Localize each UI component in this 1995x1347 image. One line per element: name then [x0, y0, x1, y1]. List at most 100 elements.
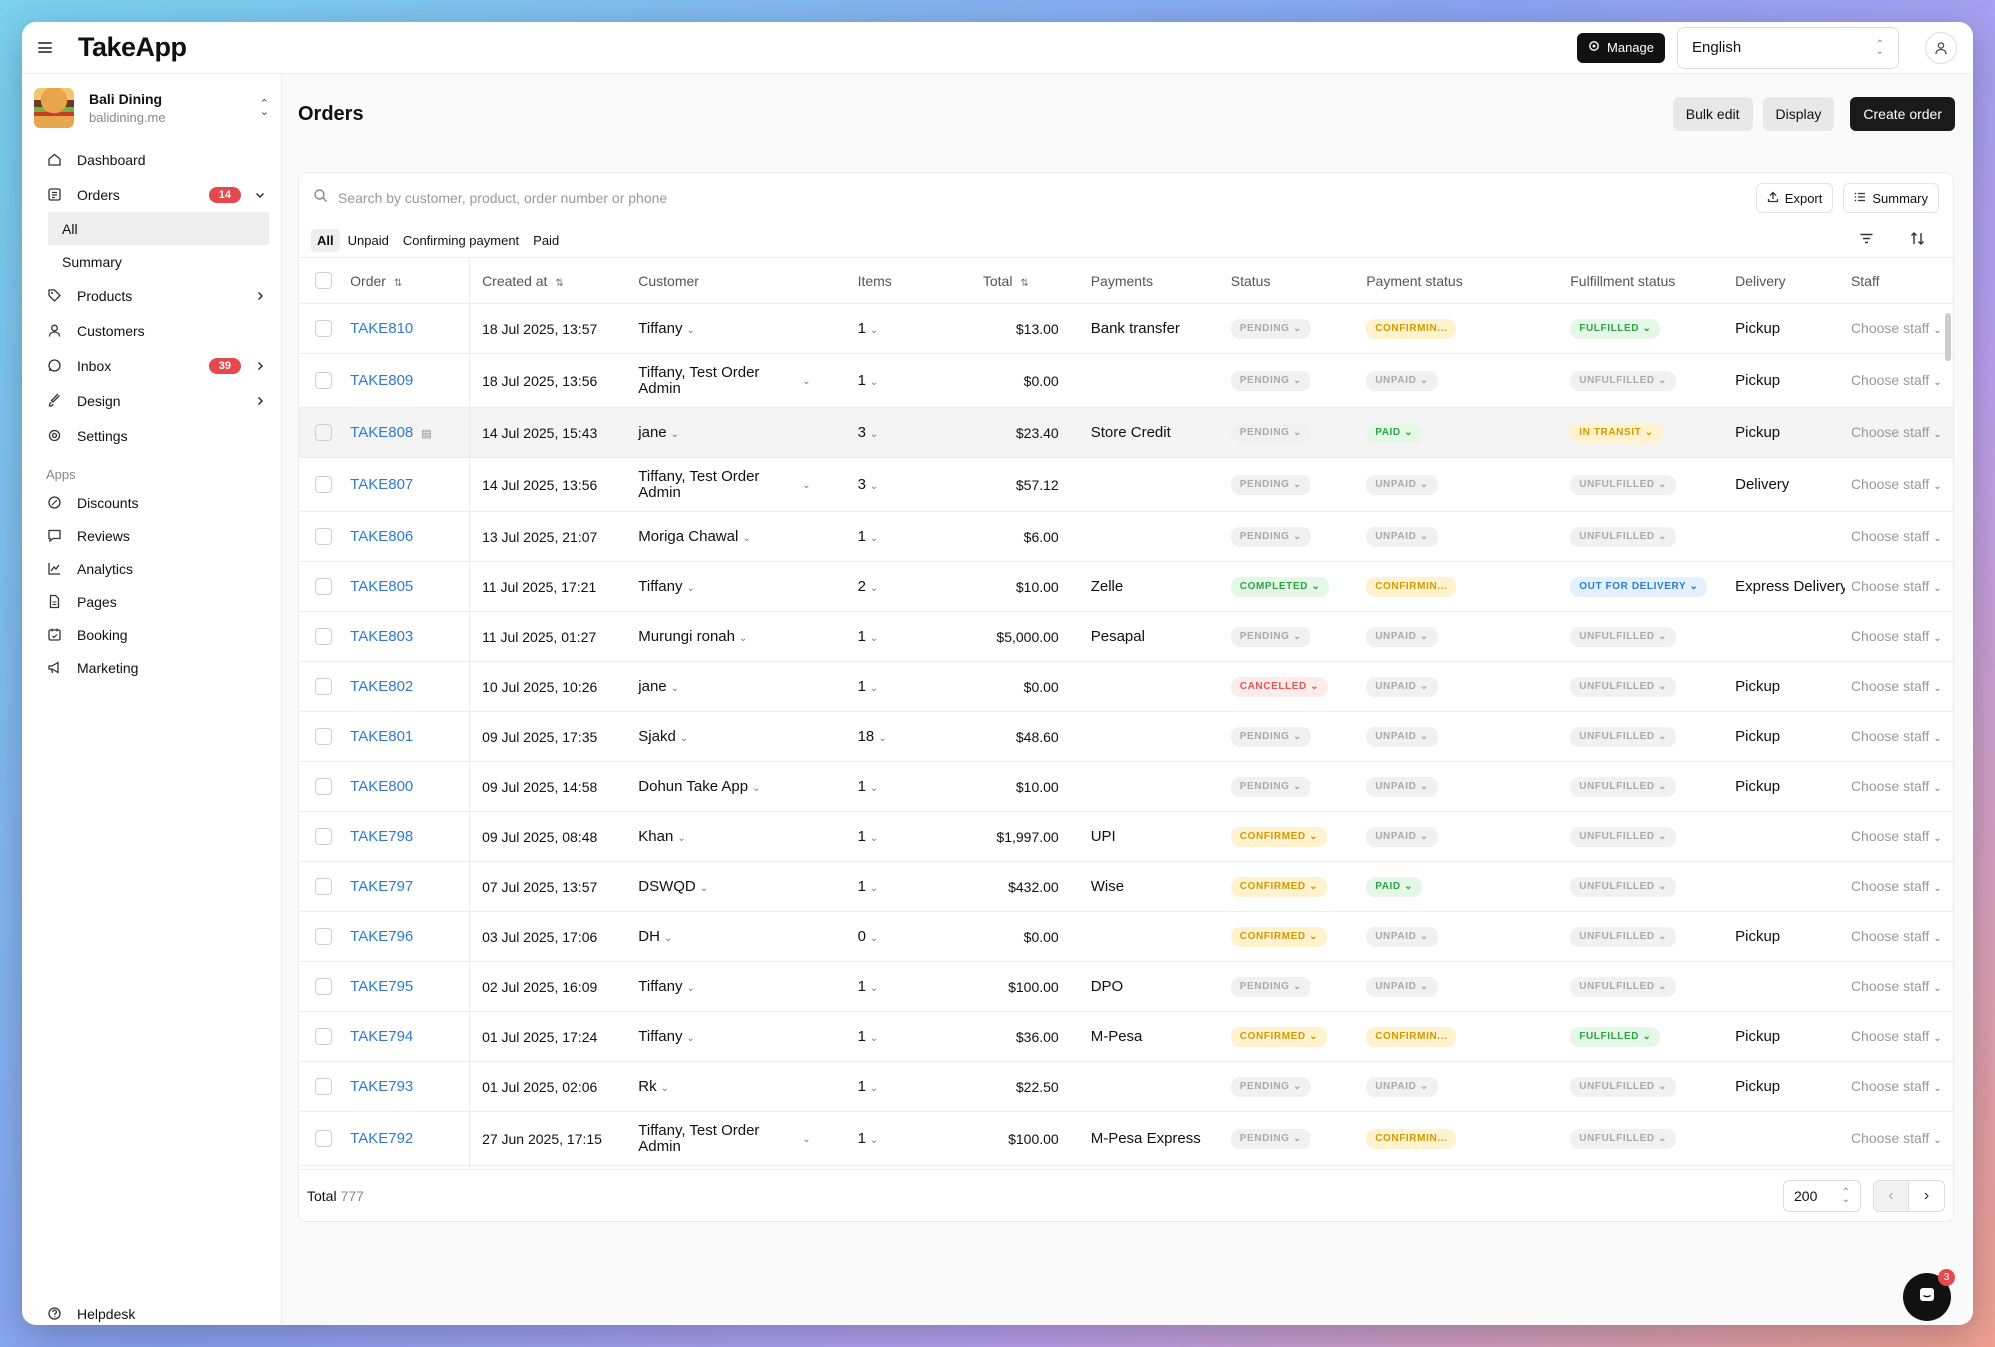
fulfillment-status-badge[interactable]: IN TRANSIT ⌄ [1570, 423, 1663, 443]
row-checkbox[interactable] [315, 424, 332, 442]
fulfillment-status-badge[interactable]: UNFULFILLED ⌄ [1570, 727, 1677, 747]
order-number-link[interactable]: TAKE803 [350, 628, 414, 645]
column-created-at[interactable]: Created at ⇅ [469, 257, 629, 304]
sort-icon[interactable] [1904, 227, 1931, 253]
table-row[interactable]: TAKE810 18 Jul 2025, 13:57 Tiffany ⌄ 1 ⌄ $13.0… [299, 303, 1953, 354]
table-row[interactable]: TAKE801 09 Jul 2025, 17:35 Sjakd ⌄ 18 ⌄ $48.60… [299, 711, 1953, 762]
status-badge[interactable]: PENDING ⌄ [1230, 475, 1311, 495]
customer-cell[interactable]: Murungi ronah ⌄ [628, 611, 850, 662]
display-button[interactable]: Display [1762, 97, 1835, 131]
row-checkbox[interactable] [315, 878, 332, 896]
row-checkbox[interactable] [315, 320, 332, 338]
row-checkbox[interactable] [315, 978, 332, 996]
fulfillment-status-badge[interactable]: UNFULFILLED ⌄ [1570, 877, 1677, 897]
items-cell[interactable]: 1 ⌄ [849, 511, 969, 562]
payment-status-badge[interactable]: UNPAID ⌄ [1366, 677, 1438, 697]
fulfillment-status-badge[interactable]: UNFULFILLED ⌄ [1570, 527, 1677, 547]
table-row[interactable]: TAKE802 10 Jul 2025, 10:26 jane ⌄ 1 ⌄ $0.00 CAN… [299, 661, 1953, 712]
row-checkbox[interactable] [315, 728, 332, 746]
filter-confirming-payment[interactable]: Confirming payment [402, 232, 520, 248]
table-row[interactable]: TAKE794 01 Jul 2025, 17:24 Tiffany ⌄ 1 ⌄ $36.0… [299, 1011, 1953, 1062]
row-checkbox[interactable] [315, 528, 332, 546]
staff-cell[interactable]: Choose staff⌄ [1844, 561, 1953, 612]
status-badge[interactable]: PENDING ⌄ [1230, 627, 1311, 647]
staff-cell[interactable]: Choose staff⌄ [1844, 511, 1953, 562]
user-avatar-icon[interactable] [1925, 31, 1957, 64]
customer-cell[interactable]: Tiffany, Test Order Admin ⌄ [628, 353, 850, 408]
nav-inbox[interactable]: Inbox 39 [34, 348, 269, 383]
table-row[interactable]: TAKE806 13 Jul 2025, 21:07 Moriga Chawal ⌄ 1… [299, 511, 1953, 562]
staff-cell[interactable]: Choose staff⌄ [1844, 407, 1953, 458]
staff-cell[interactable]: Choose staff⌄ [1844, 353, 1953, 408]
nav-customers[interactable]: Customers [34, 313, 269, 348]
customer-cell[interactable]: Rk ⌄ [628, 1061, 850, 1112]
staff-cell[interactable]: Choose staff⌄ [1844, 661, 1953, 712]
manage-button[interactable]: Manage [1577, 32, 1665, 63]
items-cell[interactable]: 1 ⌄ [849, 961, 969, 1012]
order-number-link[interactable]: TAKE798 [350, 828, 414, 845]
column-total[interactable]: Total ⇅ [968, 257, 1069, 304]
payment-status-badge[interactable]: PAID ⌄ [1366, 423, 1423, 443]
staff-cell[interactable]: Choose staff⌄ [1844, 1111, 1953, 1166]
customer-cell[interactable]: jane ⌄ [628, 661, 850, 712]
fulfillment-status-badge[interactable]: UNFULFILLED ⌄ [1570, 977, 1677, 997]
filter-paid[interactable]: Paid [533, 232, 560, 248]
order-number-link[interactable]: TAKE801 [350, 728, 414, 745]
app-logo[interactable]: TakeApp [78, 32, 187, 62]
items-cell[interactable]: 18 ⌄ [849, 711, 969, 762]
payment-status-badge[interactable]: UNPAID ⌄ [1366, 527, 1438, 547]
order-number-link[interactable]: TAKE793 [350, 1078, 414, 1095]
staff-cell[interactable]: Choose staff⌄ [1844, 611, 1953, 662]
status-badge[interactable]: CONFIRMED ⌄ [1230, 1027, 1328, 1047]
bulk-edit-button[interactable]: Bulk edit [1672, 97, 1753, 131]
status-badge[interactable]: PENDING ⌄ [1230, 1129, 1311, 1149]
customer-cell[interactable]: DH⌄ [628, 911, 850, 962]
customer-cell[interactable]: Tiffany, Test Order Admin ⌄ [628, 457, 850, 512]
order-number-link[interactable]: TAKE806 [350, 528, 414, 545]
create-order-button[interactable]: Create order [1850, 97, 1955, 131]
items-cell[interactable]: 1 ⌄ [849, 1011, 969, 1062]
items-cell[interactable]: 1 ⌄ [849, 861, 969, 912]
row-checkbox[interactable] [315, 678, 332, 696]
status-badge[interactable]: COMPLETED ⌄ [1230, 577, 1330, 597]
fulfillment-status-badge[interactable]: UNFULFILLED ⌄ [1570, 475, 1677, 495]
nav-reviews[interactable]: Reviews [34, 519, 269, 552]
staff-cell[interactable]: Choose staff⌄ [1844, 1011, 1953, 1062]
fulfillment-status-badge[interactable]: UNFULFILLED ⌄ [1570, 371, 1677, 391]
status-badge[interactable]: CANCELLED ⌄ [1230, 677, 1329, 697]
table-row[interactable]: TAKE796 03 Jul 2025, 17:06 DH ⌄ 0 ⌄ $0.00 CONFI… [299, 911, 1953, 962]
staff-cell[interactable]: Choose staff⌄ [1844, 711, 1953, 762]
column-order[interactable]: Order ⇅ [342, 257, 471, 304]
order-number-link[interactable]: TAKE794 [350, 1028, 414, 1045]
staff-cell[interactable]: Choose staff⌄ [1844, 457, 1953, 512]
table-row[interactable]: TAKE798 09 Jul 2025, 08:48 Khan ⌄ 1 ⌄ $1,997.0… [299, 811, 1953, 862]
chat-launcher-button[interactable]: 3 [1903, 1269, 1955, 1321]
fulfillment-status-badge[interactable]: UNFULFILLED ⌄ [1570, 1129, 1677, 1149]
status-badge[interactable]: PENDING ⌄ [1230, 423, 1311, 443]
row-checkbox[interactable] [315, 628, 332, 646]
order-number-link[interactable]: TAKE808 [350, 424, 414, 441]
row-checkbox[interactable] [315, 1078, 332, 1096]
fulfillment-status-badge[interactable]: UNFULFILLED ⌄ [1570, 927, 1677, 947]
nav-orders-summary[interactable]: Summary [62, 253, 122, 270]
order-number-link[interactable]: TAKE802 [350, 678, 414, 695]
items-cell[interactable]: 1 ⌄ [849, 303, 969, 354]
items-cell[interactable]: 1 ⌄ [849, 1111, 969, 1166]
status-badge[interactable]: CONFIRMED ⌄ [1230, 927, 1328, 947]
staff-cell[interactable]: Choose staff⌄ [1844, 861, 1953, 912]
nav-design[interactable]: Design [34, 383, 269, 418]
store-switcher[interactable]: Bali Dining balidining.me ⌃ ⌄ [22, 74, 281, 142]
order-number-link[interactable]: TAKE805 [350, 578, 414, 595]
customer-cell[interactable]: Tiffany ⌄ [628, 1011, 850, 1062]
nav-products[interactable]: Products [34, 278, 269, 313]
customer-cell[interactable]: Sjakd ⌄ [628, 711, 850, 762]
table-row[interactable]: TAKE792 27 Jun 2025, 17:15 Tiffany, Test O… [299, 1111, 1953, 1166]
table-row[interactable]: TAKE803 11 Jul 2025, 01:27 Murungi ronah ⌄ 1… [299, 611, 1953, 662]
staff-cell[interactable]: Choose staff⌄ [1844, 811, 1953, 862]
customer-cell[interactable]: jane ⌄ [628, 407, 850, 458]
status-badge[interactable]: CONFIRMED ⌄ [1230, 827, 1328, 847]
status-badge[interactable]: PENDING ⌄ [1230, 727, 1311, 747]
staff-cell[interactable]: Choose staff⌄ [1844, 911, 1953, 962]
staff-cell[interactable]: Choose staff⌄ [1844, 1061, 1953, 1112]
fulfillment-status-badge[interactable]: FULFILLED ⌄ [1570, 319, 1661, 339]
